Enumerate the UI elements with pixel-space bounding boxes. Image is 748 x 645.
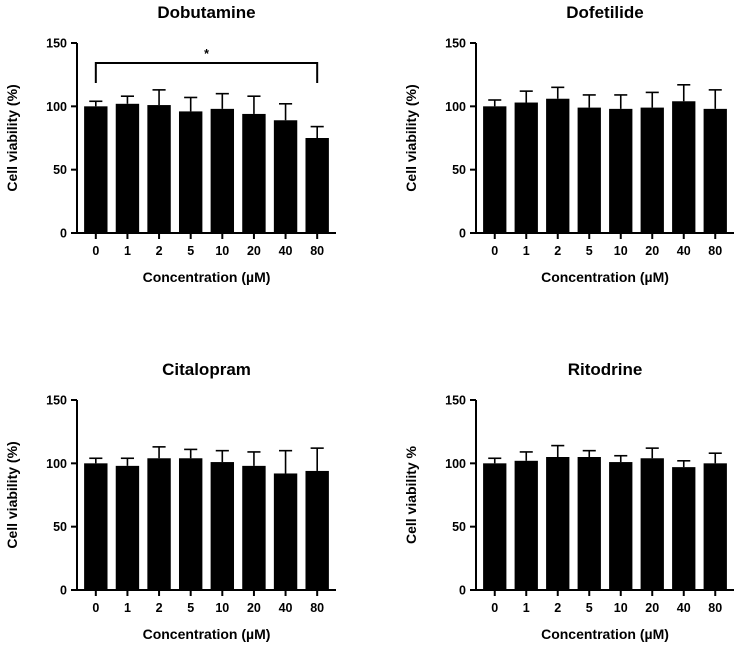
x-tick-label: 2 [156,244,163,258]
panel-dobutamine: Dobutamine Cell viability (%) Concentrat… [4,3,336,285]
bar-5 [178,111,203,233]
bar-5 [577,457,601,590]
x-tick-label: 1 [523,601,530,615]
y-tick-label: 50 [452,520,466,534]
x-tick-label: 5 [586,244,593,258]
x-tick-label: 40 [677,244,691,258]
x-axis-label: Concentration (µM) [143,626,271,642]
bar-2 [546,457,570,590]
bar-0 [84,463,108,590]
bar-20 [242,113,266,233]
bar-20 [640,458,664,590]
x-tick-label: 2 [156,601,163,615]
x-tick-label: 10 [614,244,628,258]
x-tick-label: 2 [554,601,561,615]
y-tick-label: 0 [459,227,466,241]
panel-citalopram: Citalopram Cell viability (%) Concentrat… [4,360,336,642]
bar-1 [115,103,140,233]
y-tick-label: 100 [46,100,67,114]
bar-0 [483,106,507,233]
chart-title: Dobutamine [157,3,255,22]
y-axis-label: Cell viability % [403,445,419,544]
bar-1 [514,460,538,590]
bar-80 [703,463,727,590]
x-tick-label: 20 [247,244,261,258]
x-tick-label: 10 [215,601,229,615]
x-tick-label: 40 [279,601,293,615]
bar-20 [242,465,266,590]
significance-marker: * [204,47,209,61]
bar-40 [672,467,696,590]
y-tick-label: 150 [445,37,466,51]
bar-0 [84,106,108,233]
y-axis-label: Cell viability (%) [4,441,20,548]
x-tick-label: 80 [708,601,722,615]
bar-20 [640,107,664,233]
y-tick-label: 0 [459,584,466,598]
bar-40 [273,120,298,233]
x-tick-label: 40 [279,244,293,258]
x-tick-label: 2 [554,244,561,258]
y-axis-label: Cell viability (%) [403,84,419,191]
bar-0 [483,463,507,590]
x-tick-label: 1 [124,601,131,615]
y-tick-label: 0 [60,227,67,241]
y-tick-label: 50 [452,163,466,177]
y-tick-label: 150 [46,394,67,408]
bar-5 [577,107,601,233]
bar-10 [210,462,235,590]
bar-10 [210,108,235,233]
significance-bracket [94,62,319,83]
x-tick-label: 10 [614,601,628,615]
y-tick-label: 50 [53,163,67,177]
y-axis-label: Cell viability (%) [4,84,20,191]
panel-dofetilide: Dofetilide Cell viability (%) Concentrat… [403,3,734,285]
x-tick-label: 0 [92,601,99,615]
x-tick-label: 80 [310,244,324,258]
x-tick-label: 80 [310,601,324,615]
y-tick-label: 100 [46,457,67,471]
chart-title: Ritodrine [568,360,643,379]
y-tick-label: 100 [445,457,466,471]
bar-1 [514,102,538,234]
bar-40 [672,101,696,234]
x-tick-label: 80 [708,244,722,258]
x-tick-label: 0 [491,244,498,258]
bar-2 [147,105,171,233]
x-tick-label: 5 [187,244,194,258]
x-axis-label: Concentration (µM) [541,269,669,285]
y-tick-label: 150 [46,37,67,51]
x-axis-label: Concentration (µM) [143,269,271,285]
bar-10 [609,108,633,233]
y-tick-label: 100 [445,100,466,114]
bar-80 [703,108,727,233]
x-tick-label: 20 [645,601,659,615]
x-tick-label: 1 [523,244,530,258]
x-tick-label: 0 [92,244,99,258]
chart-title: Citalopram [162,360,251,379]
bar-80 [305,470,329,590]
x-tick-label: 20 [247,601,261,615]
y-tick-label: 0 [60,584,67,598]
bar-1 [115,465,140,590]
y-tick-label: 150 [445,394,466,408]
x-tick-label: 1 [124,244,131,258]
chart-title: Dofetilide [566,3,643,22]
x-tick-label: 5 [586,601,593,615]
bar-2 [546,98,570,233]
bar-2 [147,458,171,590]
x-tick-label: 40 [677,601,691,615]
bar-80 [305,138,329,233]
y-tick-label: 50 [53,520,67,534]
x-tick-label: 0 [491,601,498,615]
panel-ritodrine: Ritodrine Cell viability % Concentration… [403,360,734,642]
bar-5 [178,458,203,590]
x-tick-label: 5 [187,601,194,615]
x-axis-label: Concentration (µM) [541,626,669,642]
x-tick-label: 10 [215,244,229,258]
x-tick-label: 20 [645,244,659,258]
bar-40 [273,473,298,590]
bar-10 [609,462,633,590]
